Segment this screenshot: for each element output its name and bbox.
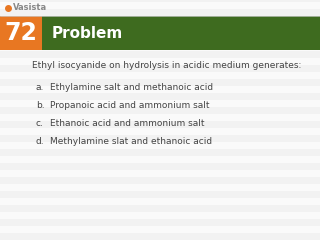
Bar — [0, 219, 320, 226]
Bar — [0, 233, 320, 240]
Bar — [0, 23, 320, 30]
Text: Propanoic acid and ammonium salt: Propanoic acid and ammonium salt — [50, 102, 210, 110]
Bar — [0, 205, 320, 212]
Bar — [0, 72, 320, 79]
Bar — [0, 9, 320, 16]
Bar — [0, 100, 320, 107]
Bar — [0, 212, 320, 219]
Bar — [0, 128, 320, 135]
Bar — [0, 86, 320, 93]
Text: Ethanoic acid and ammonium salt: Ethanoic acid and ammonium salt — [50, 120, 204, 128]
Text: b.: b. — [36, 102, 44, 110]
Bar — [0, 184, 320, 191]
Bar — [0, 44, 320, 51]
Bar — [0, 37, 320, 44]
Text: Ethylamine salt and methanoic acid: Ethylamine salt and methanoic acid — [50, 84, 213, 92]
Text: Ethyl isocyanide on hydrolysis in acidic medium generates:: Ethyl isocyanide on hydrolysis in acidic… — [32, 60, 301, 70]
Bar — [0, 16, 42, 50]
Bar — [0, 2, 320, 9]
Bar — [0, 30, 320, 37]
Bar — [0, 142, 320, 149]
Bar — [0, 149, 320, 156]
Bar — [0, 170, 320, 177]
Bar — [0, 107, 320, 114]
Bar — [0, 16, 320, 23]
Text: c.: c. — [36, 120, 44, 128]
Bar — [0, 177, 320, 184]
Bar — [0, 121, 320, 128]
Bar — [0, 65, 320, 72]
Bar — [42, 16, 320, 50]
Text: 72: 72 — [4, 21, 37, 45]
Bar — [0, 156, 320, 163]
Bar — [0, 58, 320, 65]
Bar — [0, 0, 320, 2]
Bar — [0, 79, 320, 86]
Bar — [0, 93, 320, 100]
Bar — [0, 163, 320, 170]
Text: Problem: Problem — [52, 25, 123, 41]
Bar — [0, 114, 320, 121]
Bar — [0, 226, 320, 233]
Bar — [0, 51, 320, 58]
Bar — [0, 135, 320, 142]
Bar — [0, 191, 320, 198]
Text: a.: a. — [36, 84, 44, 92]
Text: d.: d. — [36, 138, 44, 146]
Text: Methylamine slat and ethanoic acid: Methylamine slat and ethanoic acid — [50, 138, 212, 146]
Text: Vasista: Vasista — [13, 4, 47, 12]
Bar — [0, 198, 320, 205]
